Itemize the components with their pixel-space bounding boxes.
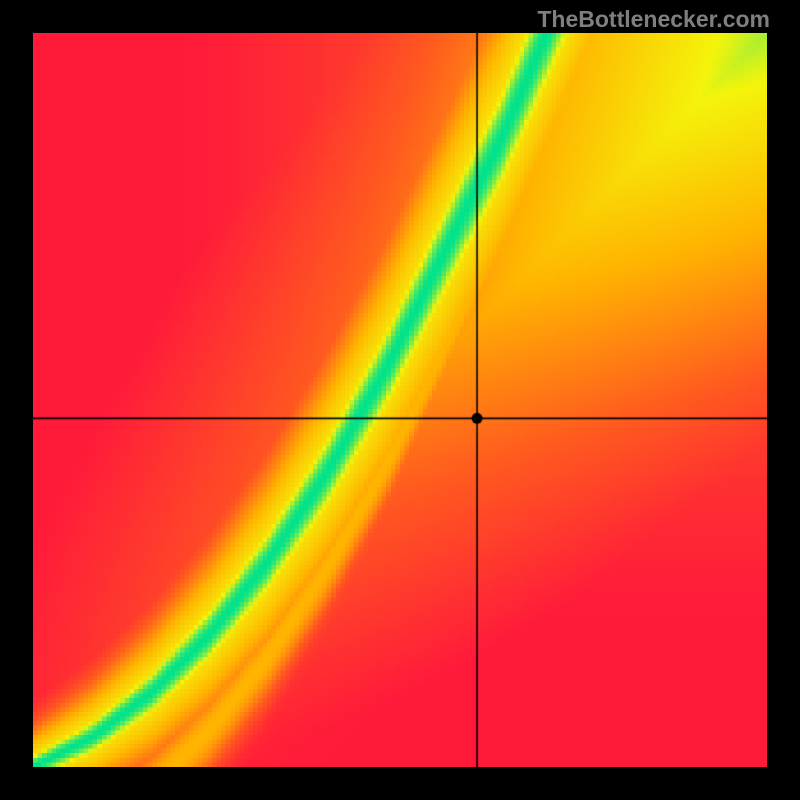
watermark-label: TheBottlenecker.com — [537, 6, 770, 33]
chart-container: TheBottlenecker.com — [0, 0, 800, 800]
bottleneck-heatmap — [33, 33, 767, 767]
